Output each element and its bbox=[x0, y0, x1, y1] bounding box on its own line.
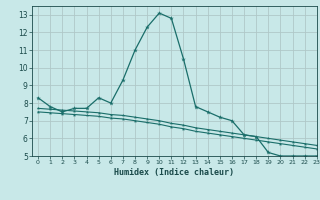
X-axis label: Humidex (Indice chaleur): Humidex (Indice chaleur) bbox=[115, 168, 234, 177]
